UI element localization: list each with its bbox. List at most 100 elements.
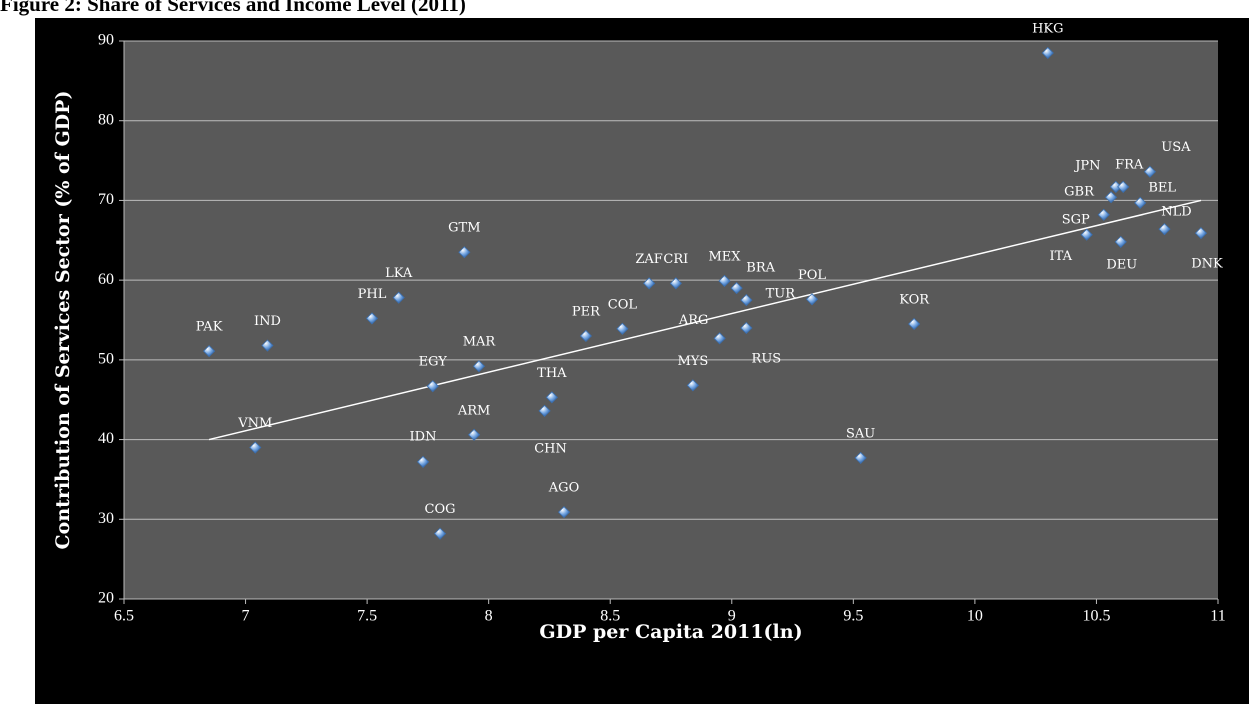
data-point — [203, 345, 216, 358]
point-label: VNM — [237, 416, 272, 431]
point-label: DNK — [1191, 257, 1223, 272]
point-label: PAK — [196, 320, 223, 335]
point-label: GBR — [1064, 185, 1095, 200]
x-tick-label: 6.5 — [114, 608, 134, 625]
data-point — [908, 317, 921, 331]
trendline — [208, 199, 1202, 441]
data-point — [426, 380, 439, 393]
data-point — [1194, 227, 1208, 240]
point-label: HKG — [1032, 21, 1063, 36]
x-tick-label: 8.5 — [600, 608, 620, 625]
data-point — [1097, 208, 1110, 221]
data-point — [365, 312, 379, 325]
point-label: AGO — [548, 481, 579, 496]
x-tick-label: 8 — [485, 608, 493, 625]
y-tick-label: 70 — [98, 191, 114, 208]
point-label: EGY — [419, 355, 448, 370]
x-tick-label: 11 — [1210, 608, 1225, 625]
point-label: DEU — [1106, 257, 1137, 272]
point-label: MEX — [708, 249, 741, 264]
y-tick-label: 50 — [98, 351, 114, 368]
point-label: SAU — [846, 426, 875, 441]
point-label: FRA — [1115, 157, 1144, 172]
x-tick-label: 10 — [967, 608, 983, 625]
point-label: THA — [537, 366, 567, 381]
data-point — [740, 321, 753, 335]
data-point — [1143, 165, 1156, 178]
chart-title: Figure 2: Share of Services and Income L… — [0, 0, 466, 16]
data-point — [1041, 46, 1054, 60]
point-label: ITA — [1049, 249, 1072, 264]
point-label: ARM — [457, 403, 491, 418]
point-label: IND — [254, 314, 281, 329]
data-point — [468, 428, 481, 441]
data-point — [458, 246, 471, 259]
x-tick-label: 9.5 — [843, 608, 863, 625]
point-label: POL — [798, 268, 826, 283]
point-label: ARG — [678, 313, 709, 328]
data-point — [740, 294, 753, 307]
data-point — [557, 506, 571, 519]
y-tick-label: 20 — [98, 590, 114, 607]
data-point — [472, 360, 486, 373]
point-label: ZAF — [635, 252, 662, 267]
y-tick-label: 40 — [98, 430, 114, 447]
x-tick-label: 7 — [242, 608, 250, 625]
point-label: PHL — [358, 287, 387, 302]
point-label: IDN — [410, 429, 437, 444]
data-point — [718, 274, 731, 288]
y-tick-label: 30 — [98, 510, 114, 527]
data-point — [1158, 223, 1171, 236]
y-axis-title: Contribution of Services Sector (% of GD… — [52, 91, 74, 550]
data-point — [545, 391, 558, 404]
data-point — [616, 322, 629, 335]
data-point — [854, 451, 867, 464]
data-point — [261, 339, 274, 352]
point-label: BRA — [746, 261, 775, 276]
y-tick-label: 80 — [98, 111, 114, 128]
point-label: MAR — [463, 335, 497, 350]
data-point — [579, 329, 592, 343]
point-label: NLD — [1161, 205, 1191, 220]
point-label: COG — [425, 502, 456, 517]
data-point — [392, 291, 405, 304]
point-label: SGP — [1062, 212, 1090, 227]
x-tick-label: 7.5 — [357, 608, 377, 625]
data-point — [669, 277, 682, 290]
y-tick-label: 90 — [98, 32, 114, 49]
point-label: TUR — [766, 287, 797, 302]
point-label: CRI — [663, 252, 688, 267]
point-label: PER — [572, 304, 601, 319]
data-point — [805, 293, 819, 306]
x-tick-label: 10.5 — [1082, 608, 1110, 625]
data-point — [1117, 180, 1130, 193]
data-point — [1114, 235, 1127, 248]
point-label: GTM — [448, 221, 480, 236]
y-tick-label: 60 — [98, 271, 114, 288]
plot-area — [124, 41, 1218, 599]
data-point — [686, 379, 699, 392]
data-point — [249, 441, 262, 454]
point-label: KOR — [899, 292, 930, 307]
data-point — [1134, 196, 1147, 209]
point-label: MYS — [677, 354, 708, 369]
data-point — [416, 455, 430, 468]
x-axis-title: GDP per Capita 2011(ln) — [539, 621, 802, 643]
data-point — [538, 404, 551, 417]
data-point — [643, 277, 656, 290]
point-label: LKA — [385, 266, 413, 281]
data-point — [730, 282, 743, 295]
point-label: COL — [608, 297, 638, 312]
x-tick-label: 9 — [728, 608, 736, 625]
data-point — [1104, 191, 1118, 204]
point-label: BEL — [1148, 180, 1176, 195]
point-label: USA — [1161, 140, 1191, 155]
point-label: RUS — [752, 351, 782, 366]
point-label: JPN — [1073, 158, 1100, 173]
point-label: CHN — [534, 441, 567, 456]
data-point — [433, 527, 447, 540]
data-point — [1080, 228, 1093, 241]
data-point — [713, 332, 726, 345]
